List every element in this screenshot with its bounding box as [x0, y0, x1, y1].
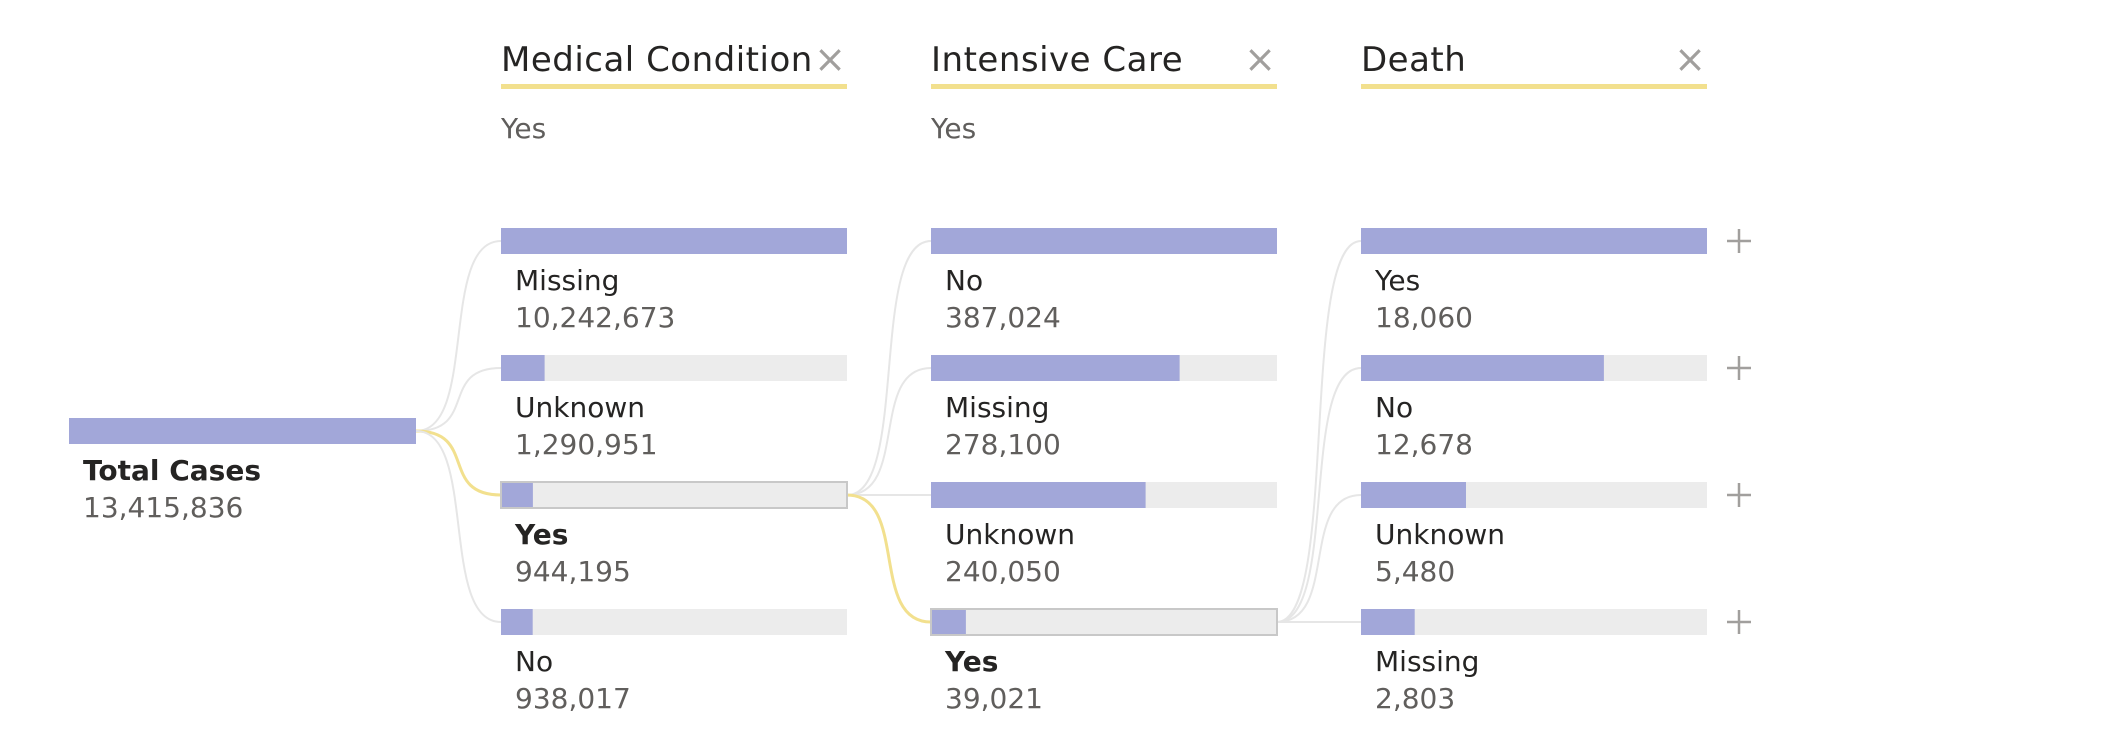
plus-icon[interactable]: [1727, 610, 1751, 634]
connector: [846, 367, 932, 496]
node-value: 1,290,951: [515, 428, 658, 461]
node-value: 944,195: [515, 555, 631, 588]
node-label: Missing: [515, 264, 619, 297]
bar-track[interactable]: [501, 355, 847, 381]
level-title-underline: [1361, 84, 1707, 89]
bar-fill[interactable]: [1361, 228, 1707, 254]
bar-track[interactable]: [930, 608, 1278, 636]
level-title: Death: [1361, 40, 1467, 80]
connector: [415, 240, 502, 432]
bar-fill[interactable]: [932, 610, 966, 634]
bar-track[interactable]: [501, 609, 847, 635]
node-value: 938,017: [515, 682, 631, 715]
connector: [415, 430, 502, 623]
node-value: 10,242,673: [515, 301, 675, 334]
bar-fill[interactable]: [1361, 609, 1415, 635]
root-label: Total Cases: [83, 454, 261, 487]
connector: [415, 367, 502, 432]
node-label: Unknown: [1375, 518, 1505, 551]
level-title: Medical Condition: [501, 40, 813, 80]
node-value: 278,100: [945, 428, 1061, 461]
node-label: No: [515, 645, 553, 678]
level-title: Intensive Care: [931, 40, 1184, 80]
level-title-underline: [931, 84, 1277, 89]
node-value: 12,678: [1375, 428, 1473, 461]
bar-fill[interactable]: [1361, 482, 1466, 508]
plus-icon[interactable]: [1727, 483, 1751, 507]
bar-fill[interactable]: [931, 355, 1180, 381]
bar-fill[interactable]: [931, 482, 1146, 508]
node-value: 18,060: [1375, 301, 1473, 334]
node-value: 39,021: [945, 682, 1043, 715]
node-label: Yes: [1374, 264, 1420, 297]
node-value: 240,050: [945, 555, 1061, 588]
node-label: Yes: [944, 645, 998, 678]
bar-fill[interactable]: [1361, 355, 1604, 381]
root-value: 13,415,836: [83, 491, 243, 524]
node-value: 5,480: [1375, 555, 1455, 588]
connector: [1276, 240, 1362, 623]
connector: [1276, 494, 1362, 623]
bar-fill[interactable]: [501, 609, 533, 635]
close-icon[interactable]: ×: [814, 37, 846, 81]
node-value: 387,024: [945, 301, 1061, 334]
bar-fill[interactable]: [501, 355, 545, 381]
node-value: 2,803: [1375, 682, 1455, 715]
bar-fill[interactable]: [501, 228, 847, 254]
node-label: Yes: [514, 518, 568, 551]
connector: [846, 240, 932, 496]
close-icon[interactable]: ×: [1244, 37, 1276, 81]
node-label: Missing: [945, 391, 1049, 424]
node-label: Missing: [1375, 645, 1479, 678]
bar-fill[interactable]: [502, 483, 533, 507]
connector-selected: [415, 429, 502, 497]
node-label: No: [945, 264, 983, 297]
bar-fill[interactable]: [931, 228, 1277, 254]
plus-icon[interactable]: [1727, 356, 1751, 380]
close-icon[interactable]: ×: [1674, 37, 1706, 81]
bar-track[interactable]: [500, 481, 848, 509]
node-label: Unknown: [515, 391, 645, 424]
root-bar[interactable]: [69, 418, 416, 444]
plus-icon[interactable]: [1727, 229, 1751, 253]
level-filter-value: Yes: [501, 112, 547, 145]
level-filter-value: Yes: [931, 112, 977, 145]
level-title-underline: [501, 84, 847, 89]
node-label: No: [1375, 391, 1413, 424]
node-label: Unknown: [945, 518, 1075, 551]
connector: [1276, 367, 1362, 623]
bar-track[interactable]: [1361, 609, 1707, 635]
connector-selected: [846, 493, 932, 624]
